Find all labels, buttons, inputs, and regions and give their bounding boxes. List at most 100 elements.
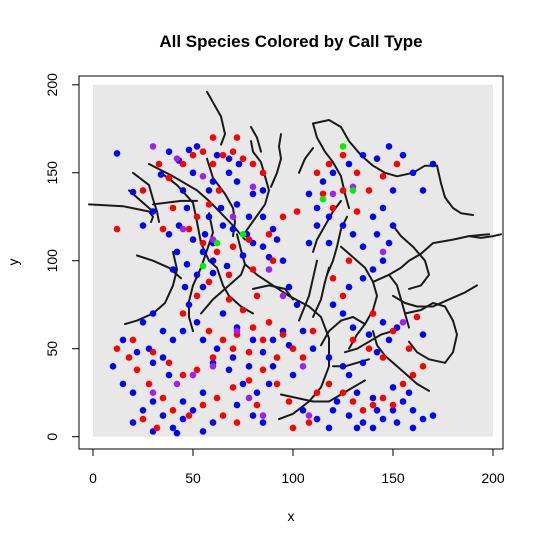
data-point-blue [329, 407, 337, 414]
y-tick-label: 150 [44, 161, 60, 185]
data-point-purple [233, 327, 241, 335]
data-point-red [305, 419, 313, 426]
data-point-blue [259, 348, 267, 356]
data-point-blue [353, 424, 361, 432]
data-point-blue [359, 275, 367, 282]
data-point-blue [133, 348, 141, 356]
data-point-blue [239, 380, 247, 388]
data-point-red [345, 257, 353, 265]
data-point-blue [193, 143, 201, 150]
data-point-red [153, 424, 161, 432]
y-tick-label: 0 [44, 433, 60, 441]
x-tick-label: 0 [89, 470, 97, 486]
data-point-red [319, 190, 327, 198]
data-point-blue [159, 412, 167, 419]
data-point-blue [235, 160, 243, 168]
data-point-red [249, 266, 257, 273]
data-point-blue [369, 266, 377, 273]
data-point-blue [339, 222, 347, 229]
data-point-blue [159, 327, 167, 335]
data-point-red [239, 155, 247, 162]
data-point-blue [249, 336, 257, 344]
data-point-blue [219, 310, 227, 317]
data-point-red [405, 345, 413, 353]
data-point-blue [205, 213, 213, 221]
data-point-red [259, 336, 267, 344]
data-point-red [225, 296, 233, 303]
data-point-red [139, 415, 147, 423]
data-point-blue [165, 371, 173, 379]
y-tick-label: 50 [44, 341, 60, 357]
data-point-red [205, 201, 213, 208]
data-point-red [285, 398, 293, 405]
data-point-blue [369, 394, 377, 402]
data-point-red [219, 151, 227, 159]
data-point-blue [233, 201, 241, 208]
data-point-blue [325, 239, 333, 247]
data-point-blue [233, 178, 241, 185]
data-point-red [145, 380, 153, 388]
x-axis-label: x [288, 508, 295, 524]
data-point-red [379, 173, 387, 180]
data-point-red [379, 394, 387, 402]
data-point-blue [409, 424, 417, 432]
data-point-blue [189, 236, 197, 243]
data-point-blue [393, 419, 401, 426]
data-point-blue [193, 271, 201, 279]
data-point-red [125, 354, 133, 361]
data-point-red [219, 336, 227, 344]
data-point-blue [225, 169, 233, 177]
data-point-purple [265, 266, 273, 273]
data-point-red [169, 204, 177, 212]
data-point-blue [217, 204, 225, 212]
data-point-red [329, 204, 337, 212]
data-point-red [309, 327, 317, 335]
data-point-blue [325, 424, 333, 432]
stream-line [132, 171, 160, 223]
data-point-blue [249, 412, 257, 419]
stream-line [280, 379, 366, 403]
data-point-red [229, 243, 237, 250]
stream-line [270, 133, 282, 188]
data-point-red [409, 371, 417, 379]
data-point-blue [209, 178, 217, 185]
data-point-red [205, 327, 213, 335]
data-point-red [365, 345, 373, 353]
data-point-blue [385, 239, 393, 247]
data-point-red [199, 148, 207, 155]
data-point-blue [313, 415, 321, 423]
stream-line [244, 140, 270, 234]
data-point-blue [169, 266, 177, 273]
data-point-blue [419, 331, 427, 338]
stream-line [344, 330, 394, 354]
stream-line [408, 340, 446, 364]
data-point-blue [169, 424, 177, 432]
y-tick-label: 100 [44, 249, 60, 273]
data-point-blue [379, 319, 387, 326]
data-point-red [233, 419, 241, 426]
data-point-blue [149, 359, 157, 367]
data-point-blue [199, 248, 207, 256]
data-point-red [393, 160, 401, 168]
data-point-blue [299, 407, 307, 414]
data-point-blue [169, 336, 177, 344]
data-point-blue [379, 415, 387, 423]
data-point-red [179, 371, 187, 379]
data-point-red [239, 306, 247, 314]
data-point-blue [359, 359, 367, 367]
data-point-blue [333, 398, 341, 405]
data-point-red [249, 160, 257, 168]
data-point-red [133, 366, 141, 374]
data-point-blue [119, 336, 127, 344]
data-point-blue [253, 389, 261, 397]
data-point-red [365, 187, 373, 194]
data-point-blue [379, 257, 387, 265]
data-point-red [225, 271, 233, 279]
data-point-red [229, 345, 237, 353]
data-point-purple [299, 363, 307, 370]
stream-line [136, 254, 182, 280]
data-point-red [273, 380, 281, 388]
data-point-blue [359, 419, 367, 426]
stream-line [298, 147, 314, 174]
